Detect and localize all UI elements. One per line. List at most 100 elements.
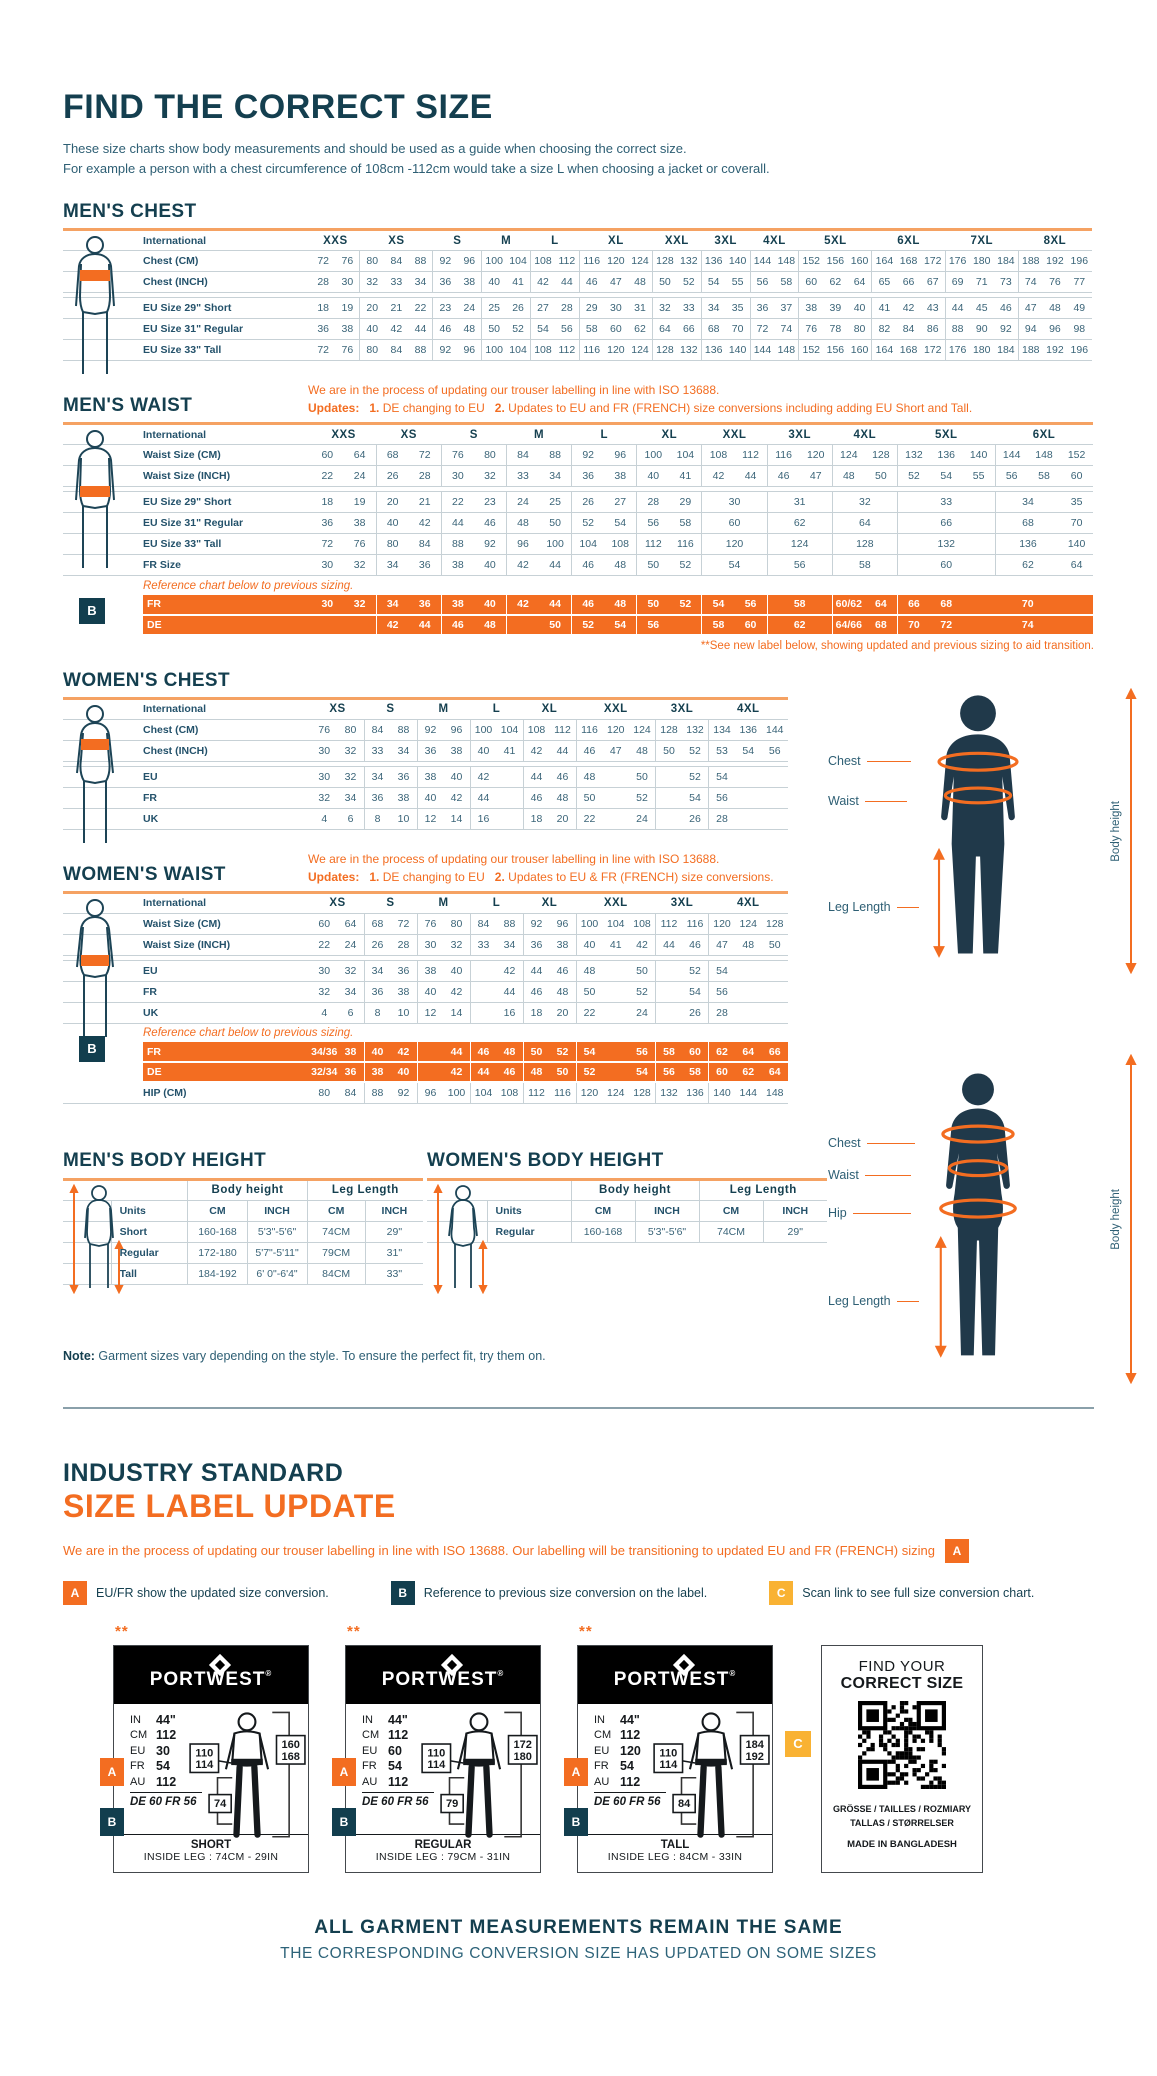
mens-waist-notes: We are in the process of updating our tr…	[308, 381, 972, 417]
table-cell: 42	[629, 934, 656, 956]
pointer-line	[866, 1142, 915, 1144]
table-cell: 36	[311, 318, 336, 341]
table-cell: 120	[603, 339, 629, 362]
table-cell: 144	[749, 339, 775, 362]
table-cell: 41	[669, 465, 702, 488]
label-field: AU 112	[594, 1774, 641, 1789]
size-group-header: XS	[311, 698, 364, 720]
table-cell: 43	[920, 297, 946, 320]
table-cell	[496, 766, 523, 788]
table-cell: 92	[416, 719, 444, 741]
table-cell: 56	[554, 318, 580, 341]
waist-band	[81, 954, 109, 966]
table-cell: 148	[761, 1082, 788, 1104]
table-cell: INCH	[246, 1200, 308, 1222]
table-cell: 40	[481, 271, 507, 294]
fit-name: SHORT	[190, 1838, 232, 1851]
svg-text:110: 110	[195, 1747, 213, 1759]
table-cell: 30	[335, 271, 360, 294]
table-cell	[602, 1002, 629, 1024]
table-row: Waist Size (INCH) 22 24 26 28 30 32 33 34 36 38 40 4…	[63, 934, 788, 956]
table-cell: 23	[473, 491, 507, 514]
label-field: CM 112	[130, 1728, 177, 1743]
row-label: Chest (CM)	[143, 719, 311, 741]
size-group-header: 6XL	[995, 423, 1093, 446]
table-cell: 124	[831, 444, 865, 467]
table-cell: 80	[359, 250, 385, 273]
label-field: CM 112	[594, 1728, 641, 1743]
table-cell: 24	[505, 491, 540, 514]
table-row: DE 42 44 46 48 50 52 54 56 58 60 62 64/66 68 70 72 74	[63, 614, 1093, 636]
table-cell: 132	[896, 533, 996, 556]
table-cell: 140	[725, 339, 751, 362]
table-cell: 58	[655, 1042, 682, 1064]
table-cell: 36	[416, 740, 444, 762]
table-cell: 66	[896, 271, 921, 294]
table-cell: 80	[337, 719, 364, 741]
table-cell: 176	[944, 250, 970, 273]
table-cell	[469, 981, 497, 1003]
mens-waist-table-wrap: International XXS XS S M L XL XXL 3XL 4XL 5XL 6XL Wa…	[63, 422, 1094, 636]
label-field: IN 44"	[130, 1712, 176, 1727]
table-cell: 70	[896, 614, 930, 636]
svg-text:110: 110	[427, 1747, 445, 1759]
table-cell: 38	[337, 1042, 364, 1064]
table-cell: 34	[375, 594, 409, 616]
table-cell: 132	[676, 339, 702, 362]
table-cell: 24	[629, 808, 656, 830]
table-cell: 32	[443, 934, 470, 956]
size-group-header: XXS	[311, 423, 377, 446]
table-cell: 8	[363, 808, 391, 830]
table-cell: 54	[735, 740, 762, 762]
table-cell: 33"	[364, 1263, 423, 1285]
table-cell: 30	[311, 554, 344, 577]
table-cell: 33	[896, 491, 996, 514]
table-cell: 6	[337, 808, 364, 830]
size-translations: GRÖSSE / TAILLES / ROZMIARY TALLAS / STØR…	[832, 1803, 971, 1829]
table-cell: 36	[749, 297, 775, 320]
table-cell: 16	[496, 1002, 523, 1024]
table-cell: 48	[457, 318, 482, 341]
table-cell: 96	[505, 533, 540, 556]
table-cell: 116	[578, 339, 604, 362]
table-cell: 26	[682, 1002, 709, 1024]
table-cell: 84	[363, 719, 391, 741]
woman-silhouette	[898, 1066, 1058, 1371]
table-cell: 18	[311, 491, 344, 514]
table-cell: 10	[390, 1002, 417, 1024]
table-cell: 92	[522, 913, 550, 935]
table-row: Regular 160-168 5'3"-5'6" 74CM 29"	[427, 1221, 827, 1243]
legend-text-c: Scan link to see full size conversion ch…	[802, 1585, 1035, 1600]
table-cell: 116	[578, 250, 604, 273]
table-cell: 40	[636, 465, 670, 488]
size-group-header: Leg Length	[698, 1179, 827, 1201]
table-cell: 128	[761, 913, 788, 935]
table-cell: 48	[604, 554, 637, 577]
table-cell: 108	[530, 250, 555, 273]
table-cell: 60	[311, 913, 338, 935]
table-cell: 64	[651, 318, 677, 341]
table-cell: 34	[539, 465, 572, 488]
table-cell: 46	[432, 318, 458, 341]
table-cell: 42	[469, 766, 497, 788]
table-cell: 24	[457, 297, 482, 320]
table-cell: 68	[700, 318, 726, 341]
table-cell: 132	[896, 444, 930, 467]
table-cell: 25	[539, 491, 572, 514]
table-cell: 38	[798, 297, 824, 320]
table-cell: 38	[416, 766, 444, 788]
table-cell: 33	[676, 297, 702, 320]
table-cell: 36	[408, 554, 442, 577]
table-cell: 34	[375, 554, 409, 577]
table-cell	[602, 981, 629, 1003]
table-cell: 27	[530, 297, 555, 320]
reference-note: Reference chart below to previous sizing…	[143, 579, 354, 592]
table-cell: 136	[700, 250, 726, 273]
table-cell: 52	[571, 512, 605, 535]
table-cell: 42	[443, 1062, 470, 1084]
table-cell: 100	[481, 339, 507, 362]
table-cell	[655, 981, 682, 1003]
table-cell: 80	[311, 1082, 338, 1104]
